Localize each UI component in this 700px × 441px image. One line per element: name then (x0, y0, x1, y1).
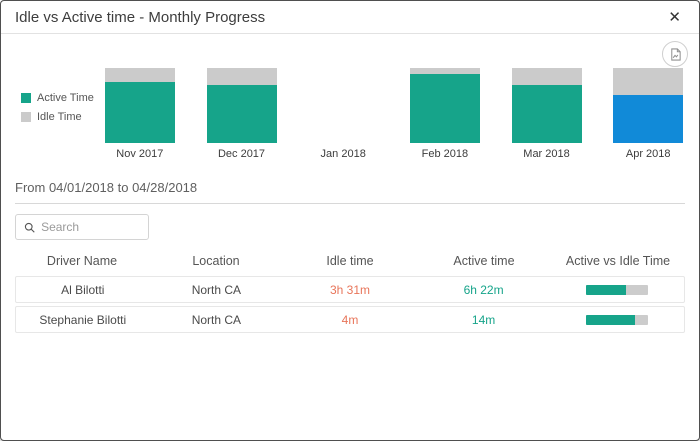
monthly-chart: Active Time Idle Time Nov 2017 Dec 2017 (1, 34, 699, 170)
active-vs-idle-progressbar (586, 284, 649, 295)
bar-column-apr-2018: Apr 2018 (597, 68, 699, 170)
active-time-swatch-icon (21, 93, 31, 103)
bar-column-mar-2018: Mar 2018 (496, 68, 598, 170)
active-time-value: 6h 22m (463, 282, 504, 297)
column-header-driver-name: Driver Name (46, 254, 118, 268)
driver-location: North CA (191, 282, 242, 297)
export-image-icon (670, 47, 681, 61)
stacked-bar[interactable] (511, 68, 582, 143)
column-header-active-time: Active time (453, 254, 515, 268)
axis-tick-label: Apr 2018 (625, 148, 671, 160)
axis-tick-label: Mar 2018 (523, 148, 570, 160)
export-chart-button[interactable] (662, 41, 688, 67)
search-input[interactable] (41, 220, 140, 234)
ratio-cell (550, 314, 684, 325)
chart-legend: Active Time Idle Time (1, 68, 94, 170)
chart-plot-area: Active Time Idle Time Nov 2017 Dec 2017 (1, 34, 699, 170)
active-time-value: 14m (471, 312, 496, 327)
active-vs-idle-progressbar (586, 314, 649, 325)
idle-time-value: 3h 31m (329, 282, 370, 297)
stacked-bar[interactable] (206, 68, 277, 143)
search-icon (24, 222, 35, 233)
search-area (15, 214, 685, 240)
dialog-header: Idle vs Active time - Monthly Progress ✕ (1, 1, 699, 34)
ratio-cell (550, 284, 684, 295)
table-row[interactable]: Stephanie Bilotti North CA 4m 14m (15, 306, 685, 333)
close-icon[interactable]: ✕ (664, 8, 685, 27)
legend-item-active-time: Active Time (21, 92, 94, 104)
axis-tick-label: Feb 2018 (421, 148, 469, 160)
axis-tick-label: Nov 2017 (116, 148, 164, 160)
bar-column-dec-2017: Dec 2017 (191, 68, 293, 170)
stacked-bar[interactable] (409, 68, 480, 143)
stacked-bar-selected[interactable] (613, 68, 684, 143)
dialog-title: Idle vs Active time - Monthly Progress (15, 8, 266, 26)
idle-time-value: 4m (341, 312, 359, 327)
driver-location: North CA (191, 312, 242, 327)
divider (15, 203, 685, 204)
legend-label: Idle Time (37, 111, 82, 123)
chart-bars: Nov 2017 Dec 2017 Jan 2018 Feb 2018 Mar … (89, 68, 699, 170)
stacked-bar[interactable] (104, 68, 175, 143)
idle-time-swatch-icon (21, 112, 31, 122)
date-range-label: From 04/01/2018 to 04/28/2018 (15, 180, 198, 195)
bar-column-nov-2017: Nov 2017 (89, 68, 191, 170)
table-header-row: Driver Name Location Idle time Active ti… (15, 249, 685, 273)
date-range: From 04/01/2018 to 04/28/2018 (1, 170, 699, 197)
column-header-idle-time: Idle time (326, 254, 374, 268)
axis-tick-label: Jan 2018 (320, 148, 366, 160)
driver-name: Al Bilotti (61, 282, 105, 297)
bar-column-jan-2018: Jan 2018 (292, 68, 394, 170)
legend-label: Active Time (37, 92, 94, 104)
column-header-location: Location (192, 254, 240, 268)
axis-tick-label: Dec 2017 (217, 148, 266, 160)
table-row[interactable]: Al Bilotti North CA 3h 31m 6h 22m (15, 276, 685, 303)
bar-column-feb-2018: Feb 2018 (394, 68, 496, 170)
column-header-active-vs-idle: Active vs Idle Time (565, 254, 671, 268)
legend-item-idle-time: Idle Time (21, 111, 89, 123)
driver-name: Stephanie Bilotti (39, 312, 127, 327)
drivers-table: Driver Name Location Idle time Active ti… (15, 249, 685, 333)
search-box (15, 214, 149, 240)
